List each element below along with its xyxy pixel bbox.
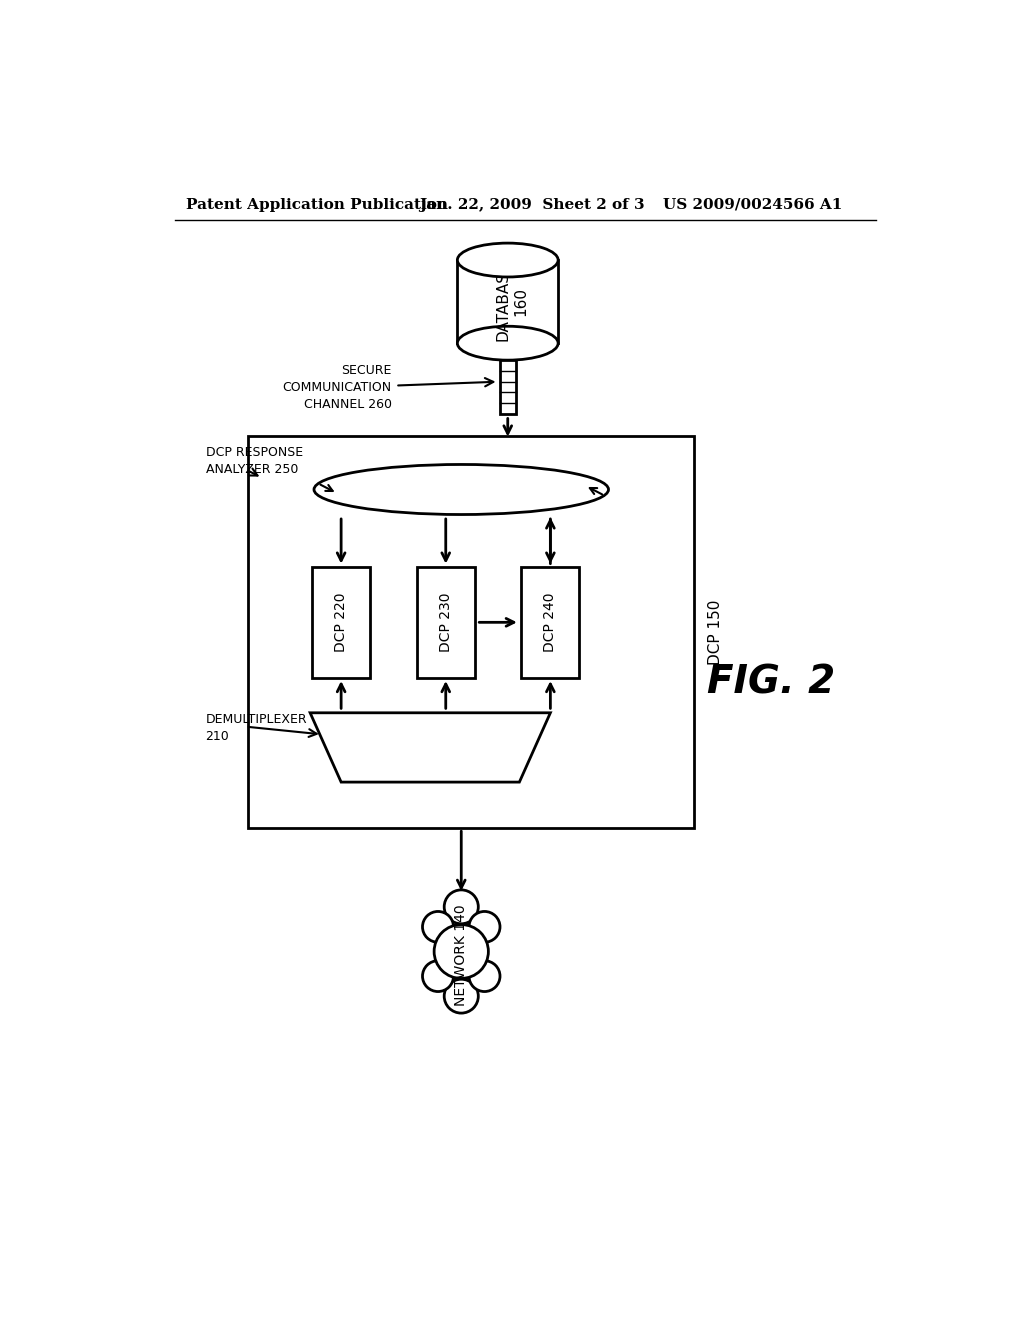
Text: Jan. 22, 2009  Sheet 2 of 3: Jan. 22, 2009 Sheet 2 of 3 xyxy=(419,198,644,211)
Bar xyxy=(312,566,371,678)
Bar xyxy=(417,566,475,678)
Circle shape xyxy=(469,961,500,991)
Text: FIG. 2: FIG. 2 xyxy=(708,663,836,701)
Text: DCP 150: DCP 150 xyxy=(708,599,723,665)
Text: DCP 230: DCP 230 xyxy=(438,593,453,652)
Text: SECURE
COMMUNICATION
CHANNEL 260: SECURE COMMUNICATION CHANNEL 260 xyxy=(283,364,391,412)
Text: Patent Application Publication: Patent Application Publication xyxy=(186,198,449,211)
Text: DCP 240: DCP 240 xyxy=(544,593,557,652)
Circle shape xyxy=(434,924,488,978)
Bar xyxy=(521,566,580,678)
Circle shape xyxy=(444,979,478,1014)
Bar xyxy=(500,360,515,414)
Text: NETWORK 140: NETWORK 140 xyxy=(455,904,468,1006)
Circle shape xyxy=(423,911,454,942)
Circle shape xyxy=(469,911,500,942)
Polygon shape xyxy=(310,713,550,781)
Text: DEMULTIPLEXER
210: DEMULTIPLEXER 210 xyxy=(206,713,307,743)
Polygon shape xyxy=(458,260,558,343)
Circle shape xyxy=(444,890,478,924)
Text: DCP RESPONSE
ANALYZER 250: DCP RESPONSE ANALYZER 250 xyxy=(206,446,303,477)
Bar xyxy=(248,436,693,829)
Circle shape xyxy=(423,961,454,991)
Ellipse shape xyxy=(458,243,558,277)
Ellipse shape xyxy=(458,326,558,360)
Text: DCP 220: DCP 220 xyxy=(334,593,348,652)
Text: DATABASE
160: DATABASE 160 xyxy=(496,261,527,342)
Ellipse shape xyxy=(314,465,608,515)
Text: US 2009/0024566 A1: US 2009/0024566 A1 xyxy=(663,198,842,211)
